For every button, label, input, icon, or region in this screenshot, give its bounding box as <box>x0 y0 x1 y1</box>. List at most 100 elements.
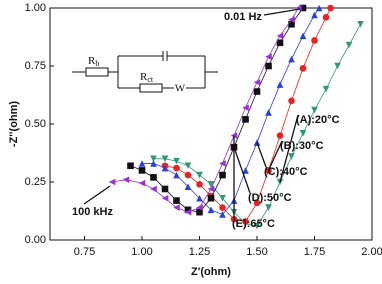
point <box>230 215 238 223</box>
series-line <box>130 7 304 213</box>
annotation: 0.01 Hz <box>224 11 262 23</box>
point <box>265 62 272 70</box>
x-tick-label: 1.25 <box>189 246 210 258</box>
point <box>150 185 157 193</box>
point <box>322 13 330 21</box>
point <box>265 109 272 116</box>
x-tick-label: 2.00 <box>361 246 382 258</box>
x-axis-label: Z'(ohm) <box>191 266 231 278</box>
circuit-label: W <box>175 83 186 95</box>
point <box>288 55 295 63</box>
point <box>196 181 203 188</box>
point <box>161 194 169 202</box>
point <box>276 132 284 139</box>
point <box>122 176 130 183</box>
y-axis-label: -Z''(ohm) <box>8 101 20 147</box>
arrow <box>279 114 299 183</box>
point <box>184 206 192 214</box>
arrow <box>263 8 301 16</box>
series-line <box>164 7 331 222</box>
x-tick-label: 0.75 <box>74 246 95 258</box>
point <box>207 185 215 193</box>
point <box>299 4 307 12</box>
series-label: (A):20°C <box>296 114 340 126</box>
series-label: (C):40°C <box>264 166 308 178</box>
point <box>327 4 334 12</box>
arrow <box>256 142 267 168</box>
x-tick-label: 1.75 <box>304 246 325 258</box>
point <box>196 194 203 202</box>
point <box>184 171 192 179</box>
point <box>173 197 180 204</box>
point <box>253 199 261 207</box>
point <box>276 39 284 47</box>
point <box>265 53 272 61</box>
point <box>357 20 364 28</box>
point <box>173 164 180 172</box>
annotation: 100 kHz <box>72 206 113 218</box>
point <box>288 16 295 23</box>
series-label: (E):65°C <box>232 218 275 230</box>
point <box>196 204 203 211</box>
y-tick-label: 0.75 <box>25 60 46 72</box>
point <box>150 155 157 163</box>
series-line <box>142 7 320 215</box>
point <box>242 116 249 123</box>
x-tick-label: 1.50 <box>246 246 267 258</box>
point <box>196 171 203 179</box>
y-tick-label: 0.25 <box>25 176 46 188</box>
arrow <box>233 146 251 194</box>
point <box>207 206 215 214</box>
x-tick-label: 1.00 <box>131 246 152 258</box>
series-label: (B):30°C <box>280 140 324 152</box>
point <box>334 62 341 70</box>
point <box>173 204 180 211</box>
point <box>219 160 226 167</box>
circuit-label: R <box>140 71 148 83</box>
point <box>219 194 226 202</box>
point <box>207 181 215 188</box>
point <box>219 204 226 211</box>
y-tick-label: 1.00 <box>25 2 46 14</box>
y-tick-label: 0.50 <box>25 118 46 130</box>
series-label: (D):50°C <box>248 192 292 204</box>
point <box>219 211 226 218</box>
point <box>138 179 146 187</box>
point <box>161 164 169 172</box>
circuit-label: b <box>95 59 99 68</box>
point <box>150 174 157 181</box>
circuit-label: R <box>88 55 96 67</box>
point <box>207 194 215 202</box>
point <box>253 78 261 86</box>
point <box>196 208 203 216</box>
point <box>276 81 284 88</box>
point <box>322 85 330 93</box>
point <box>242 167 249 174</box>
point <box>311 11 318 19</box>
point <box>299 32 307 40</box>
point <box>288 20 295 28</box>
point <box>173 157 180 165</box>
point <box>184 208 192 216</box>
point <box>265 204 272 211</box>
point <box>311 106 318 114</box>
point <box>138 160 146 167</box>
circuit-label: Rb <box>88 55 99 68</box>
point <box>161 155 169 163</box>
point <box>276 32 284 40</box>
point <box>184 183 192 190</box>
arrow <box>267 140 283 171</box>
point <box>127 162 134 170</box>
y-tick-label: 0.00 <box>25 234 46 246</box>
circuit <box>72 51 218 93</box>
point <box>242 218 249 225</box>
point <box>138 167 146 174</box>
point <box>311 37 318 44</box>
point <box>219 171 226 179</box>
point <box>345 41 353 49</box>
point <box>161 185 169 193</box>
point <box>108 178 116 186</box>
point <box>299 65 307 72</box>
